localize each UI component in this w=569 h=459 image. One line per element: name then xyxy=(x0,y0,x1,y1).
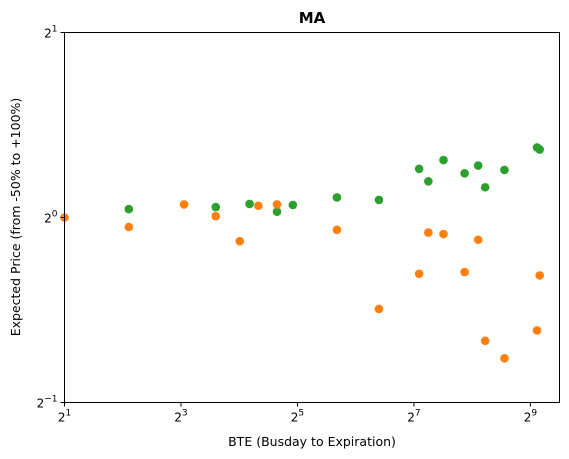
x-axis-ticks: 21 23 25 27 29 xyxy=(58,402,538,425)
scatter-point xyxy=(374,195,384,205)
scatter-point xyxy=(245,199,254,209)
scatter-point xyxy=(500,165,509,175)
data-points xyxy=(60,143,545,363)
y-tick-label: 21 xyxy=(44,25,57,41)
y-tick-label: 2−1 xyxy=(37,395,58,411)
y-axis-ticks: 2−1 20 21 xyxy=(37,25,65,411)
scatter-point xyxy=(535,271,545,280)
scatter-point xyxy=(374,304,384,314)
scatter-point xyxy=(500,354,509,363)
scatter-point xyxy=(439,155,448,165)
x-axis-label: BTE (Busday to Expiration) xyxy=(228,434,396,449)
scatter-point xyxy=(332,193,342,202)
scatter-point xyxy=(211,211,221,221)
scatter-point xyxy=(235,236,245,246)
y-axis-label: Expected Price (from -50% to +100%) xyxy=(8,98,23,337)
x-tick-label: 27 xyxy=(407,409,420,425)
scatter-point xyxy=(480,336,490,346)
y-tick-label: 20 xyxy=(44,210,58,226)
scatter-point xyxy=(414,269,424,279)
scatter-point xyxy=(254,201,263,211)
scatter-point xyxy=(473,161,483,170)
scatter-point xyxy=(439,229,448,239)
scatter-point xyxy=(124,222,134,232)
scatter-point xyxy=(460,169,469,178)
scatter-point xyxy=(532,326,542,335)
chart-title: MA xyxy=(299,9,326,27)
scatter-point xyxy=(424,228,433,237)
scatter-point xyxy=(473,235,483,245)
scatter-point xyxy=(414,164,424,174)
scatter-point xyxy=(272,207,282,216)
scatter-point xyxy=(272,200,282,209)
scatter-point xyxy=(535,145,545,154)
scatter-point xyxy=(460,267,469,277)
x-tick-label: 29 xyxy=(524,409,538,425)
scatter-point xyxy=(179,200,189,209)
x-tick-label: 21 xyxy=(58,409,71,425)
scatter-point xyxy=(124,204,134,214)
scatter-point xyxy=(332,225,342,235)
x-tick-label: 23 xyxy=(174,409,187,425)
x-tick-label: 25 xyxy=(291,409,304,425)
scatter-point xyxy=(211,202,221,212)
scatter-point xyxy=(480,182,490,192)
scatter-point xyxy=(288,200,298,210)
scatter-point xyxy=(424,177,433,186)
